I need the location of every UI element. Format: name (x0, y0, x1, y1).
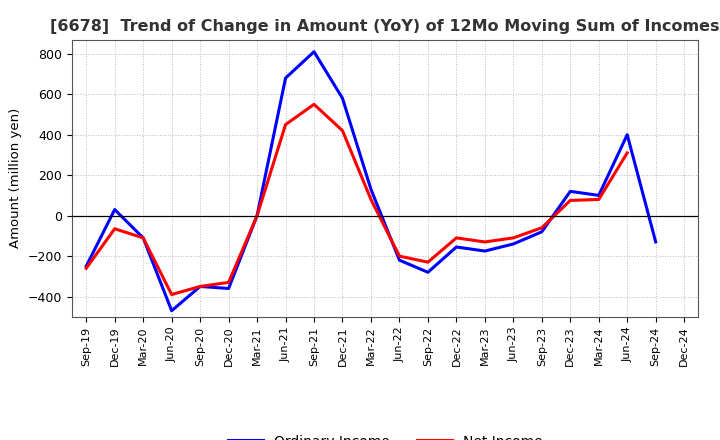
Net Income (623, 150, 631, 156)
Ordinary Income (452, 244, 461, 249)
Legend: Ordinary Income, Net Income: Ordinary Income, Net Income (222, 429, 548, 440)
Line: Net Income: Net Income (86, 104, 627, 294)
Ordinary Income (225, 286, 233, 291)
Ordinary Income (395, 257, 404, 263)
Net Income (595, 197, 603, 202)
Ordinary Income (253, 213, 261, 218)
Ordinary Income (595, 193, 603, 198)
Net Income (225, 280, 233, 285)
Line: Ordinary Income: Ordinary Income (86, 52, 656, 311)
Ordinary Income (652, 239, 660, 245)
Net Income (196, 284, 204, 289)
Net Income (282, 122, 290, 127)
Net Income (395, 253, 404, 259)
Ordinary Income (537, 229, 546, 235)
Net Income (338, 128, 347, 133)
Net Income (452, 235, 461, 241)
Title: [6678]  Trend of Change in Amount (YoY) of 12Mo Moving Sum of Incomes: [6678] Trend of Change in Amount (YoY) o… (50, 19, 720, 34)
Ordinary Income (366, 187, 375, 192)
Net Income (480, 239, 489, 245)
Ordinary Income (480, 249, 489, 254)
Ordinary Income (167, 308, 176, 313)
Net Income (167, 292, 176, 297)
Net Income (310, 102, 318, 107)
Ordinary Income (282, 75, 290, 81)
Net Income (110, 226, 119, 231)
Net Income (366, 197, 375, 202)
Net Income (566, 198, 575, 203)
Net Income (139, 235, 148, 241)
Net Income (537, 225, 546, 231)
Net Income (423, 260, 432, 265)
Net Income (509, 235, 518, 241)
Y-axis label: Amount (million yen): Amount (million yen) (9, 108, 22, 248)
Ordinary Income (566, 189, 575, 194)
Ordinary Income (139, 235, 148, 241)
Ordinary Income (423, 270, 432, 275)
Ordinary Income (338, 95, 347, 101)
Net Income (253, 213, 261, 218)
Ordinary Income (82, 264, 91, 269)
Ordinary Income (110, 207, 119, 212)
Ordinary Income (623, 132, 631, 137)
Ordinary Income (509, 241, 518, 246)
Ordinary Income (310, 49, 318, 55)
Ordinary Income (196, 284, 204, 289)
Net Income (82, 266, 91, 271)
